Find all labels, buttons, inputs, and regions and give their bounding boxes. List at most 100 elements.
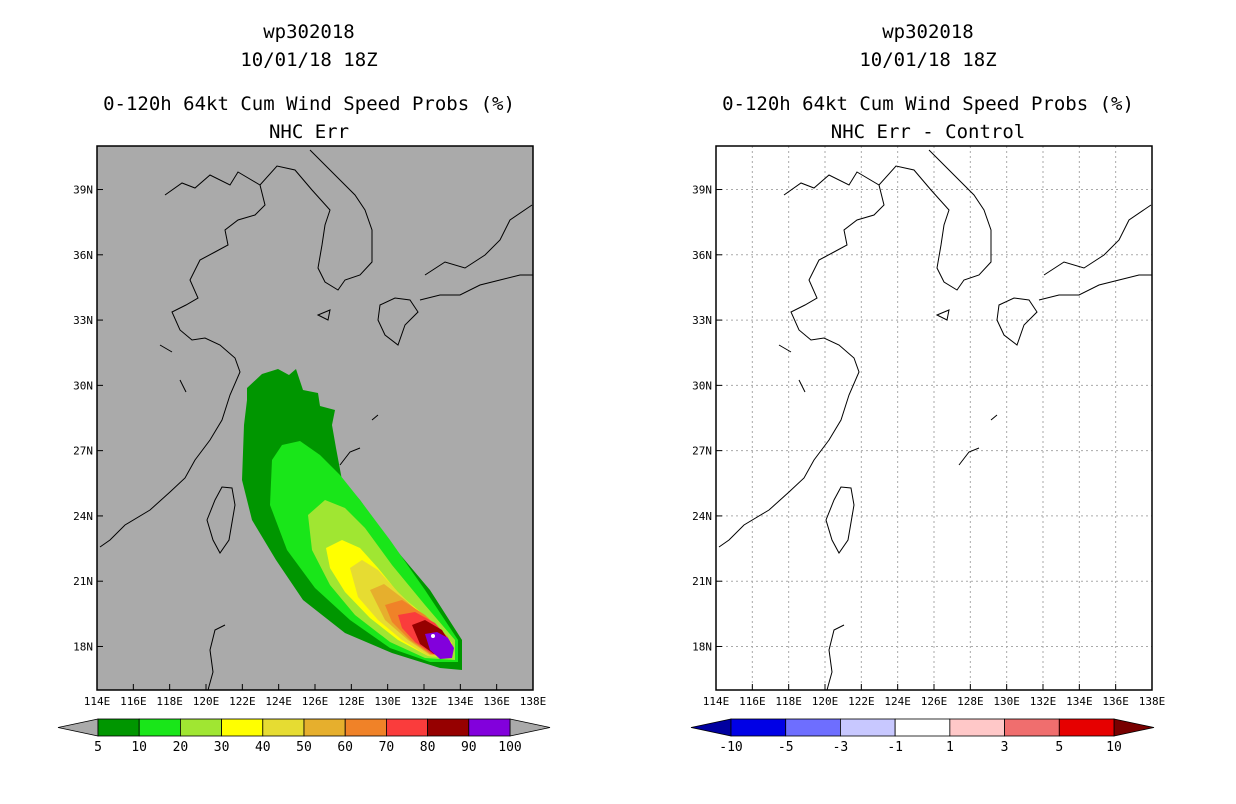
right-title-line-2: 10/01/18 18Z xyxy=(859,49,996,71)
right-xtick-label: 122E xyxy=(848,695,875,708)
left-xtick-label: 126E xyxy=(302,695,329,708)
left-xtick-label: 128E xyxy=(338,695,365,708)
left-xtick-label: 120E xyxy=(193,695,220,708)
left-colorbar-label: 100 xyxy=(498,740,521,755)
left-colorbar-label: 80 xyxy=(420,740,436,755)
right-colorbar-segment xyxy=(1004,718,1060,737)
left-colorbar-segment xyxy=(344,718,387,737)
right-colorbar-segment xyxy=(1058,718,1115,737)
left-xtick-label: 132E xyxy=(411,695,438,708)
left-colorbar-segment xyxy=(303,718,346,737)
left-coastline xyxy=(99,149,533,690)
left-colorbar-segment xyxy=(179,718,222,737)
left-ytick-label: 24N xyxy=(73,510,93,523)
right-xtick-label: 118E xyxy=(775,695,802,708)
left-ytick-label: 39N xyxy=(73,184,93,197)
right-gridlines xyxy=(716,146,1152,690)
right-xtick-label: 132E xyxy=(1030,695,1057,708)
left-ytick-label: 27N xyxy=(73,445,93,458)
right-title-line-4: NHC Err - Control xyxy=(831,121,1025,143)
right-colorbar-segment xyxy=(785,718,841,737)
left-colorbar-label: 40 xyxy=(255,740,271,755)
left-colorbar-segment xyxy=(468,718,511,737)
right-xtick-label: 124E xyxy=(884,695,911,708)
left-colorbar-label: 60 xyxy=(337,740,353,755)
right-ytick-label: 24N xyxy=(692,510,712,523)
right-colorbar-high-extension xyxy=(1113,718,1155,737)
left-colorbar-label: 70 xyxy=(379,740,395,755)
left-colorbar-high-extension xyxy=(509,718,551,737)
right-colorbar-label: 10 xyxy=(1106,740,1122,755)
left-colorbar-label: 20 xyxy=(173,740,189,755)
right-colorbar-label: -1 xyxy=(887,740,903,755)
right-xtick-label: 126E xyxy=(921,695,948,708)
right-colorbar-label: -3 xyxy=(833,740,849,755)
right-colorbar-segment xyxy=(840,718,896,737)
right-x-axis: 114E 116E 118E 120E 122E 124E 126E 128E 130E 132E… xyxy=(703,684,1166,708)
right-xtick-label: 114E xyxy=(703,695,730,708)
left-panel: wp302018 10/01/18 18Z 0-120h 64kt Cum Wi… xyxy=(57,21,551,755)
left-ytick-label: 30N xyxy=(73,379,93,392)
right-ytick-label: 27N xyxy=(692,445,712,458)
left-ytick-label: 18N xyxy=(73,640,93,653)
right-ytick-label: 39N xyxy=(692,184,712,197)
right-ytick-label: 18N xyxy=(692,640,712,653)
left-probability-contours xyxy=(99,149,533,690)
right-panel: wp302018 10/01/18 18Z 0-120h 64kt Cum Wi… xyxy=(690,21,1166,755)
left-colorbar-label: 5 xyxy=(94,740,102,755)
right-xtick-label: 120E xyxy=(812,695,839,708)
left-ytick-label: 33N xyxy=(73,314,93,327)
left-ytick-label: 21N xyxy=(73,575,93,588)
right-ytick-label: 36N xyxy=(692,249,712,262)
right-ytick-label: 33N xyxy=(692,314,712,327)
right-colorbar-segment xyxy=(894,718,951,737)
right-xtick-label: 128E xyxy=(957,695,984,708)
right-colorbar-label: -10 xyxy=(719,740,742,755)
left-ytick-label: 36N xyxy=(73,249,93,262)
storm-marker xyxy=(431,634,435,638)
left-colorbar-label: 10 xyxy=(131,740,147,755)
right-ytick-label: 21N xyxy=(692,575,712,588)
left-xtick-label: 136E xyxy=(483,695,510,708)
right-colorbar: -10 -5 -3 -1 1 3 5 10 xyxy=(690,718,1155,755)
left-colorbar-segment xyxy=(385,718,428,737)
right-xtick-label: 116E xyxy=(739,695,766,708)
right-xtick-label: 136E xyxy=(1102,695,1129,708)
left-colorbar-low-extension xyxy=(57,718,99,737)
right-colorbar-segment xyxy=(730,718,787,737)
right-xtick-label: 130E xyxy=(993,695,1020,708)
right-colorbar-label: 5 xyxy=(1055,740,1063,755)
left-xtick-label: 118E xyxy=(156,695,183,708)
left-colorbar-segment xyxy=(427,718,470,737)
right-ytick-label: 30N xyxy=(692,379,712,392)
left-colorbar: 5 10 20 30 40 50 60 70 80 90 100 xyxy=(57,718,551,755)
right-xtick-label: 134E xyxy=(1066,695,1093,708)
left-colorbar-segment xyxy=(97,718,140,737)
contour-90 xyxy=(425,632,454,659)
right-title-line-1: wp302018 xyxy=(882,21,974,43)
left-title-line-2: 10/01/18 18Z xyxy=(240,49,377,71)
right-xtick-label: 138E xyxy=(1139,695,1166,708)
left-colorbar-label: 30 xyxy=(214,740,230,755)
left-xtick-label: 124E xyxy=(265,695,292,708)
right-colorbar-label: -5 xyxy=(778,740,794,755)
left-title-line-3: 0-120h 64kt Cum Wind Speed Probs (%) xyxy=(103,93,515,115)
left-colorbar-segment xyxy=(221,718,264,737)
left-colorbar-label: 50 xyxy=(296,740,312,755)
right-colorbar-segment xyxy=(949,718,1005,737)
left-xtick-label: 114E xyxy=(84,695,111,708)
right-colorbar-low-extension xyxy=(690,718,732,737)
left-xtick-label: 138E xyxy=(520,695,547,708)
right-coastline-group xyxy=(718,149,1152,690)
right-title-line-3: 0-120h 64kt Cum Wind Speed Probs (%) xyxy=(722,93,1134,115)
left-colorbar-segment xyxy=(262,718,305,737)
left-title-line-1: wp302018 xyxy=(263,21,355,43)
left-xtick-label: 134E xyxy=(447,695,474,708)
left-title-line-4: NHC Err xyxy=(269,121,349,143)
left-y-axis: 18N 21N 24N 27N 30N 33N 36N 39N xyxy=(73,184,103,653)
left-colorbar-segment xyxy=(138,718,181,737)
left-colorbar-label: 90 xyxy=(461,740,477,755)
right-colorbar-label: 1 xyxy=(946,740,954,755)
right-coastline xyxy=(718,149,1152,690)
